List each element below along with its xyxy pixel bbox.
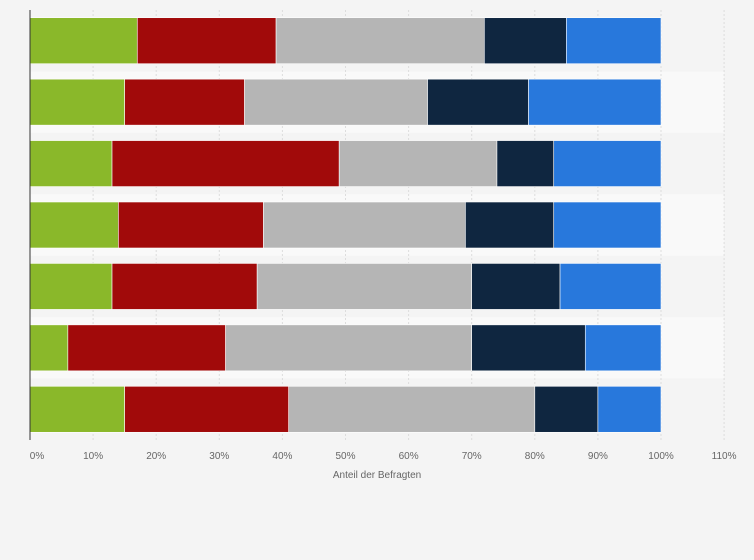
bar-segment-row2-series5 [528,78,662,126]
bar-segment-row3-series5 [553,140,662,187]
x-tick-label: 110% [712,451,737,462]
bar-segment-row3-series2 [111,140,340,187]
bar-segment-row1-series3 [275,17,485,65]
x-tick-label: 0% [30,451,45,462]
bar-segment-row6-series5 [584,324,662,372]
bar-stacks [29,17,662,433]
x-tick-label: 60% [399,451,419,462]
x-tick-label: 50% [335,451,355,462]
x-tick-label: 30% [209,451,229,462]
bar-segment-row7-series2 [124,385,290,433]
bar-segment-row7-series1 [29,385,125,433]
bar-segment-row7-series3 [288,385,536,433]
bar-segment-row2-series2 [124,78,245,126]
x-tick-label: 20% [146,451,166,462]
bar-segment-row2-series3 [244,78,428,126]
bar-segment-row4-series4 [465,201,555,249]
bar-segment-row6-series1 [29,324,69,372]
bar-segment-row7-series5 [597,385,662,433]
x-axis-ticks: 0% 10% 20% 30% 40% 50% 60% 70% 80% 90% 100% 110% [30,451,737,462]
bar-segment-row2-series1 [29,78,125,126]
bar-segment-row3-series1 [29,140,113,187]
x-tick-label: 70% [462,451,482,462]
x-axis-title: Anteil der Befragten [333,470,421,481]
bar-segment-row1-series2 [136,17,277,65]
x-tick-label: 40% [272,451,292,462]
bar-segment-row4-series5 [553,201,662,249]
x-tick-label: 10% [83,451,103,462]
bar-segment-row1-series1 [29,17,138,65]
bar-segment-row2-series4 [427,78,529,126]
bar-segment-row3-series4 [496,140,555,187]
bar-segment-row7-series4 [534,385,599,433]
bar-segment-row6-series2 [67,324,226,372]
bar-segment-row4-series1 [29,201,119,249]
bar-segment-row1-series5 [566,17,662,65]
bar-segment-row3-series3 [338,140,498,187]
bar-segment-row5-series5 [559,263,662,310]
bar-segment-row5-series4 [471,263,561,310]
bar-segment-row5-series3 [256,263,472,310]
x-tick-label: 100% [648,451,674,462]
bar-segment-row4-series3 [263,201,466,249]
bar-segment-row6-series3 [225,324,472,372]
bar-segment-row1-series4 [484,17,567,65]
bar-segment-row6-series4 [471,324,586,372]
bar-segment-row4-series2 [118,201,264,249]
x-tick-label: 80% [525,451,545,462]
x-tick-label: 90% [588,451,608,462]
bar-segment-row5-series1 [29,263,113,310]
bar-segment-row5-series2 [111,263,258,310]
